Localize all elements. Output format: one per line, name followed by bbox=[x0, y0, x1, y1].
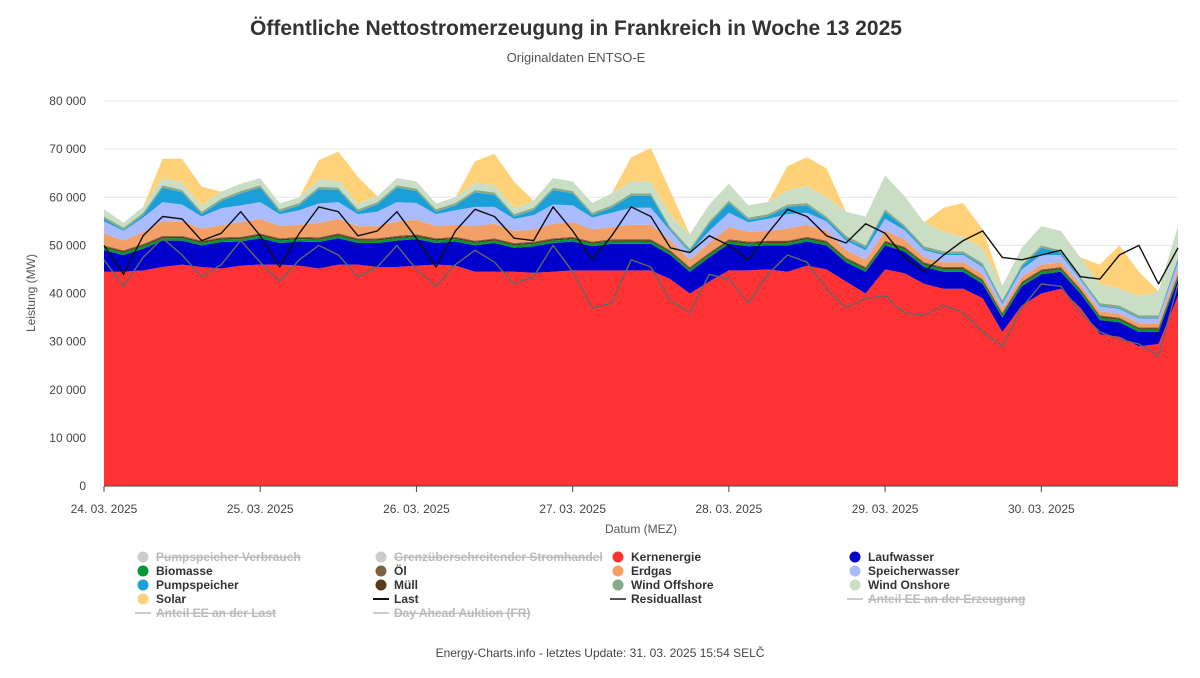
legend-label: Solar bbox=[156, 592, 186, 606]
legend-marker bbox=[612, 565, 624, 577]
x-axis-label: Datum (MEZ) bbox=[605, 522, 677, 536]
x-tick-label: 25. 03. 2025 bbox=[227, 502, 294, 516]
x-tick-label: 26. 03. 2025 bbox=[383, 502, 450, 516]
legend-label: Laufwasser bbox=[868, 550, 934, 564]
x-axis-ticks: 24. 03. 2025 25. 03. 2025 26. 03. 2025 27. … bbox=[71, 486, 1075, 516]
legend-marker bbox=[849, 551, 861, 563]
legend-marker bbox=[375, 565, 387, 577]
footer-credit: Energy-Charts.info - letztes Update: 31.… bbox=[436, 645, 765, 660]
legend-label: Biomasse bbox=[156, 564, 213, 578]
chart-subtitle: Originaldaten ENTSO-E bbox=[507, 50, 646, 65]
y-tick-label: 0 bbox=[79, 479, 86, 493]
x-tick-label: 30. 03. 2025 bbox=[1008, 502, 1075, 516]
legend-marker bbox=[137, 579, 149, 591]
legend-label: Müll bbox=[394, 578, 418, 592]
legend-label: Last bbox=[394, 592, 419, 606]
area-laufwasser bbox=[104, 238, 1178, 347]
area-wind-onshore bbox=[104, 175, 1178, 316]
y-tick-label: 40 000 bbox=[49, 287, 86, 301]
legend-item-muell[interactable]: Müll bbox=[375, 578, 419, 592]
legend-item-oel[interactable]: Öl bbox=[375, 563, 407, 578]
legend-item-wind-offshore[interactable]: Wind Offshore bbox=[612, 578, 714, 592]
line-residuallast bbox=[103, 237, 1179, 357]
legend-marker bbox=[849, 579, 861, 591]
legend-marker bbox=[137, 551, 149, 563]
legend-marker bbox=[375, 551, 387, 563]
area-kernenergie bbox=[104, 264, 1178, 486]
area-speicherwasser bbox=[104, 202, 1178, 324]
legend-label: Erdgas bbox=[631, 564, 672, 578]
legend-item-laufwasser[interactable]: Laufwasser bbox=[849, 550, 935, 564]
legend-item-day-ahead-auktion-fr[interactable]: Day Ahead Auktion (FR) bbox=[373, 606, 530, 620]
legend-item-wind-onshore[interactable]: Wind Onshore bbox=[849, 578, 951, 592]
legend-item-anteil-ee-an-der-erzeugung[interactable]: Anteil EE an der Erzeugung bbox=[847, 592, 1025, 606]
legend-label: Kernenergie bbox=[631, 550, 701, 564]
legend-marker bbox=[375, 579, 387, 591]
legend-label: Öl bbox=[394, 563, 407, 578]
legend-label: Anteil EE an der Last bbox=[156, 606, 276, 620]
legend: Pumpspeicher Verbrauch Grenzüberschreiten… bbox=[135, 550, 1025, 620]
legend-item-grenzueberschreitender-stromhandel[interactable]: Grenzüberschreitender Stromhandel bbox=[375, 550, 603, 564]
x-tick-label: 29. 03. 2025 bbox=[852, 502, 919, 516]
area-erdgas bbox=[104, 218, 1178, 328]
legend-item-residuallast[interactable]: Residuallast bbox=[610, 592, 702, 606]
legend-marker bbox=[849, 565, 861, 577]
legend-label: Anteil EE an der Erzeugung bbox=[868, 592, 1025, 606]
y-axis-label: Leistung (MW) bbox=[24, 254, 38, 332]
legend-marker bbox=[137, 593, 149, 605]
x-tick-label: 28. 03. 2025 bbox=[696, 502, 763, 516]
area-solar bbox=[104, 147, 1178, 296]
x-tick-label: 27. 03. 2025 bbox=[539, 502, 606, 516]
legend-label: Pumpspeicher Verbrauch bbox=[156, 550, 301, 564]
legend-item-kernenergie[interactable]: Kernenergie bbox=[612, 550, 702, 564]
chart-title: Öffentliche Nettostromerzeugung in Frank… bbox=[250, 17, 902, 40]
legend-marker bbox=[612, 551, 624, 563]
legend-item-anteil-ee-an-der-last[interactable]: Anteil EE an der Last bbox=[135, 606, 276, 620]
y-axis-ticks: 0 10 000 20 000 30 000 40 000 50 000 60 000 70 … bbox=[49, 94, 86, 493]
legend-label: Pumpspeicher bbox=[156, 578, 239, 592]
legend-item-erdgas[interactable]: Erdgas bbox=[612, 564, 673, 578]
legend-item-pumpspeicher[interactable]: Pumpspeicher bbox=[137, 578, 240, 592]
stacked-areas bbox=[104, 147, 1178, 486]
x-tick-label: 24. 03. 2025 bbox=[71, 502, 138, 516]
y-tick-label: 60 000 bbox=[49, 190, 86, 204]
legend-label: Day Ahead Auktion (FR) bbox=[394, 606, 530, 620]
legend-item-speicherwasser[interactable]: Speicherwasser bbox=[849, 564, 960, 578]
y-tick-label: 70 000 bbox=[49, 142, 86, 156]
legend-label: Residuallast bbox=[631, 592, 702, 606]
line-last bbox=[103, 206, 1179, 285]
legend-item-solar[interactable]: Solar bbox=[137, 592, 187, 606]
line-series bbox=[103, 206, 1179, 357]
legend-label: Wind Offshore bbox=[631, 578, 714, 592]
legend-marker bbox=[137, 565, 149, 577]
y-tick-label: 80 000 bbox=[49, 94, 86, 108]
y-tick-label: 50 000 bbox=[49, 238, 86, 252]
area-wind-offshore bbox=[104, 185, 1178, 318]
y-tick-label: 30 000 bbox=[49, 335, 86, 349]
y-tick-label: 10 000 bbox=[49, 431, 86, 445]
legend-item-last[interactable]: Last bbox=[373, 592, 419, 606]
legend-label: Wind Onshore bbox=[868, 578, 950, 592]
legend-item-pumpspeicher-verbrauch[interactable]: Pumpspeicher Verbrauch bbox=[137, 550, 301, 564]
legend-marker bbox=[612, 579, 624, 591]
y-tick-label: 20 000 bbox=[49, 383, 86, 397]
legend-item-biomasse[interactable]: Biomasse bbox=[137, 564, 214, 578]
legend-label: Speicherwasser bbox=[868, 564, 960, 578]
legend-label: Grenzüberschreitender Stromhandel bbox=[394, 550, 603, 564]
